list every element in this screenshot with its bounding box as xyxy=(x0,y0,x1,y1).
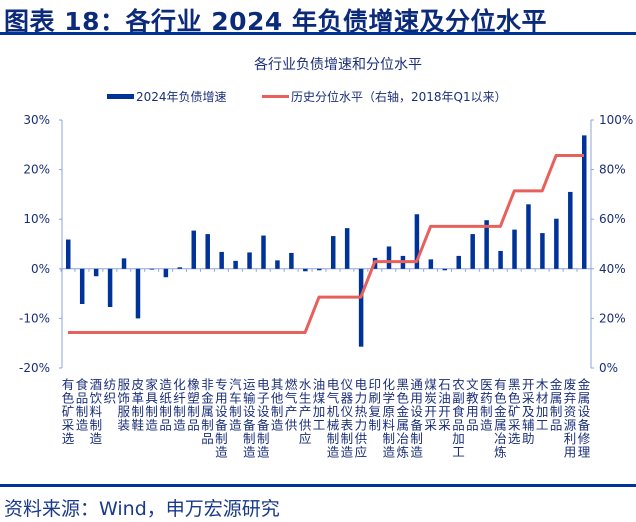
percentile-line xyxy=(68,153,584,335)
bar-其他制造 xyxy=(275,260,280,269)
left-tick-label: -10% xyxy=(19,311,50,325)
figure-title: 图表 18：各行业 2024 年负债增速及分位水平 xyxy=(4,7,547,36)
bar-煤炭开采 xyxy=(428,259,434,269)
x-tick-label: 皮革制鞋 xyxy=(131,377,144,433)
x-tick-label: 其他制造 xyxy=(271,377,284,433)
x-tick-label: 化学原料制造 xyxy=(382,377,395,460)
left-tick-label: 30% xyxy=(23,113,50,127)
bar-皮革制鞋 xyxy=(135,268,141,319)
x-tick-label: 有色矿采选 xyxy=(62,377,75,446)
bar-开采及辅助 xyxy=(526,204,531,269)
bar-电力热力供应 xyxy=(358,268,364,347)
bar-文教用品 xyxy=(470,234,475,269)
bar-农副食品加工 xyxy=(456,255,461,269)
legend-bar-label: 2024年负债增速 xyxy=(136,90,227,104)
right-tick-label: 40% xyxy=(599,262,626,276)
bar-木材加工 xyxy=(540,233,545,269)
x-tick-label: 有色金属冶炼 xyxy=(494,377,507,460)
bar-食品制造 xyxy=(79,268,85,305)
bar-橡塑制品 xyxy=(191,230,197,269)
legend-line-label: 历史分位水平（右轴，2018年Q1以来） xyxy=(291,89,507,104)
x-tick-label: 燃气产供 xyxy=(285,377,298,433)
left-tick-label: 0% xyxy=(31,262,50,276)
bar-废弃资源利用 xyxy=(568,191,573,269)
x-tick-label: 橡塑制品 xyxy=(187,377,200,433)
bar-有色金属冶炼 xyxy=(498,250,503,269)
x-tick-label: 黑色矿采选 xyxy=(508,377,521,446)
x-tick-label: 石油开采 xyxy=(438,377,451,433)
x-tick-label: 酒饮料制造 xyxy=(90,377,103,446)
source-note: 资料来源：Wind，申万宏源研究 xyxy=(4,498,280,520)
x-tick-label: 文教用品 xyxy=(466,377,479,433)
bar-金属制品 xyxy=(554,218,559,269)
bar-化纤制造 xyxy=(177,267,183,269)
bar-运输设备制造 xyxy=(247,252,252,269)
bar-通用设备制造 xyxy=(414,214,420,269)
legend-line-swatch xyxy=(262,95,289,98)
bar-非金属制品 xyxy=(205,234,210,269)
bar-纺织 xyxy=(107,268,113,307)
x-tick-label: 黑色金属冶炼 xyxy=(396,377,409,460)
x-tick-label: 油煤加工 xyxy=(313,377,326,433)
bar-油煤加工 xyxy=(317,268,322,271)
bar-有色矿采选 xyxy=(66,239,71,269)
bar-石油开采 xyxy=(442,268,448,271)
chart-title: 各行业负债增速和分位水平 xyxy=(254,57,422,73)
bar-燃气产供 xyxy=(289,252,294,269)
right-tick-label: 0% xyxy=(599,361,618,375)
bar-化学原料制造 xyxy=(386,246,392,269)
bar-服饰服装 xyxy=(121,258,127,269)
x-tick-label: 农副食品加工 xyxy=(452,377,465,460)
right-tick-label: 20% xyxy=(599,311,626,325)
x-tick-label: 金属制品 xyxy=(550,377,563,433)
bar-专用设备制造 xyxy=(219,251,224,269)
bar-医药制造 xyxy=(484,220,489,269)
left-tick-label: -20% xyxy=(19,361,50,375)
x-tick-label: 造纸制品 xyxy=(159,377,172,433)
x-tick-label: 金属设备修理 xyxy=(578,377,591,460)
x-tick-label: 化纤制造 xyxy=(173,377,186,433)
right-tick-label: 100% xyxy=(599,113,633,127)
bar-酒饮料制造 xyxy=(93,268,99,277)
x-tick-label: 电力热力供应 xyxy=(355,377,368,460)
x-tick-label: 专用设备制造 xyxy=(215,377,228,460)
x-tick-label: 印刷复制 xyxy=(369,377,382,433)
bar-水生产供应 xyxy=(303,268,308,272)
bar-金属设备修理 xyxy=(582,135,587,269)
footer-divider xyxy=(0,484,636,487)
bar-家具制造 xyxy=(149,268,155,270)
bar-黑色矿采选 xyxy=(512,229,517,269)
right-tick-label: 60% xyxy=(599,212,626,226)
x-tick-label: 汽车制造 xyxy=(229,377,242,433)
x-tick-label: 废弃资源利用 xyxy=(564,377,577,460)
x-tick-label: 煤炭开采 xyxy=(424,377,437,433)
x-tick-label: 纺织 xyxy=(104,377,117,406)
left-tick-label: 10% xyxy=(23,212,50,226)
header-divider xyxy=(0,32,636,35)
x-tick-label: 木材加工 xyxy=(536,377,549,433)
x-tick-label: 非金属制品 xyxy=(201,377,214,446)
x-tick-label: 电子设备制造 xyxy=(257,377,270,460)
left-tick-label: 20% xyxy=(23,163,50,177)
bar-电子设备制造 xyxy=(261,235,266,269)
bar-造纸制品 xyxy=(163,268,169,278)
bar-汽车制造 xyxy=(233,260,238,269)
x-tick-label: 电气机械制造 xyxy=(327,377,340,460)
x-tick-label: 通用设备制造 xyxy=(410,377,423,460)
x-tick-label: 医药制造 xyxy=(480,377,493,433)
bar-电气机械制造 xyxy=(330,236,336,269)
legend-bar-swatch xyxy=(107,94,134,99)
x-tick-label: 开采及辅助 xyxy=(522,377,535,446)
right-tick-label: 80% xyxy=(599,163,626,177)
x-tick-label: 水生产供应 xyxy=(299,377,312,446)
bar-仪器仪表制造 xyxy=(344,228,350,269)
x-tick-label: 仪器仪表制造 xyxy=(341,377,354,460)
x-tick-label: 食品制造 xyxy=(76,377,89,433)
x-tick-label: 服饰服装 xyxy=(118,377,131,433)
x-tick-label: 家具制造 xyxy=(145,377,158,433)
legend: 2024年负债增速 历史分位水平（右轴，2018年Q1以来） xyxy=(107,89,507,104)
x-tick-label: 运输设备制造 xyxy=(243,377,256,460)
